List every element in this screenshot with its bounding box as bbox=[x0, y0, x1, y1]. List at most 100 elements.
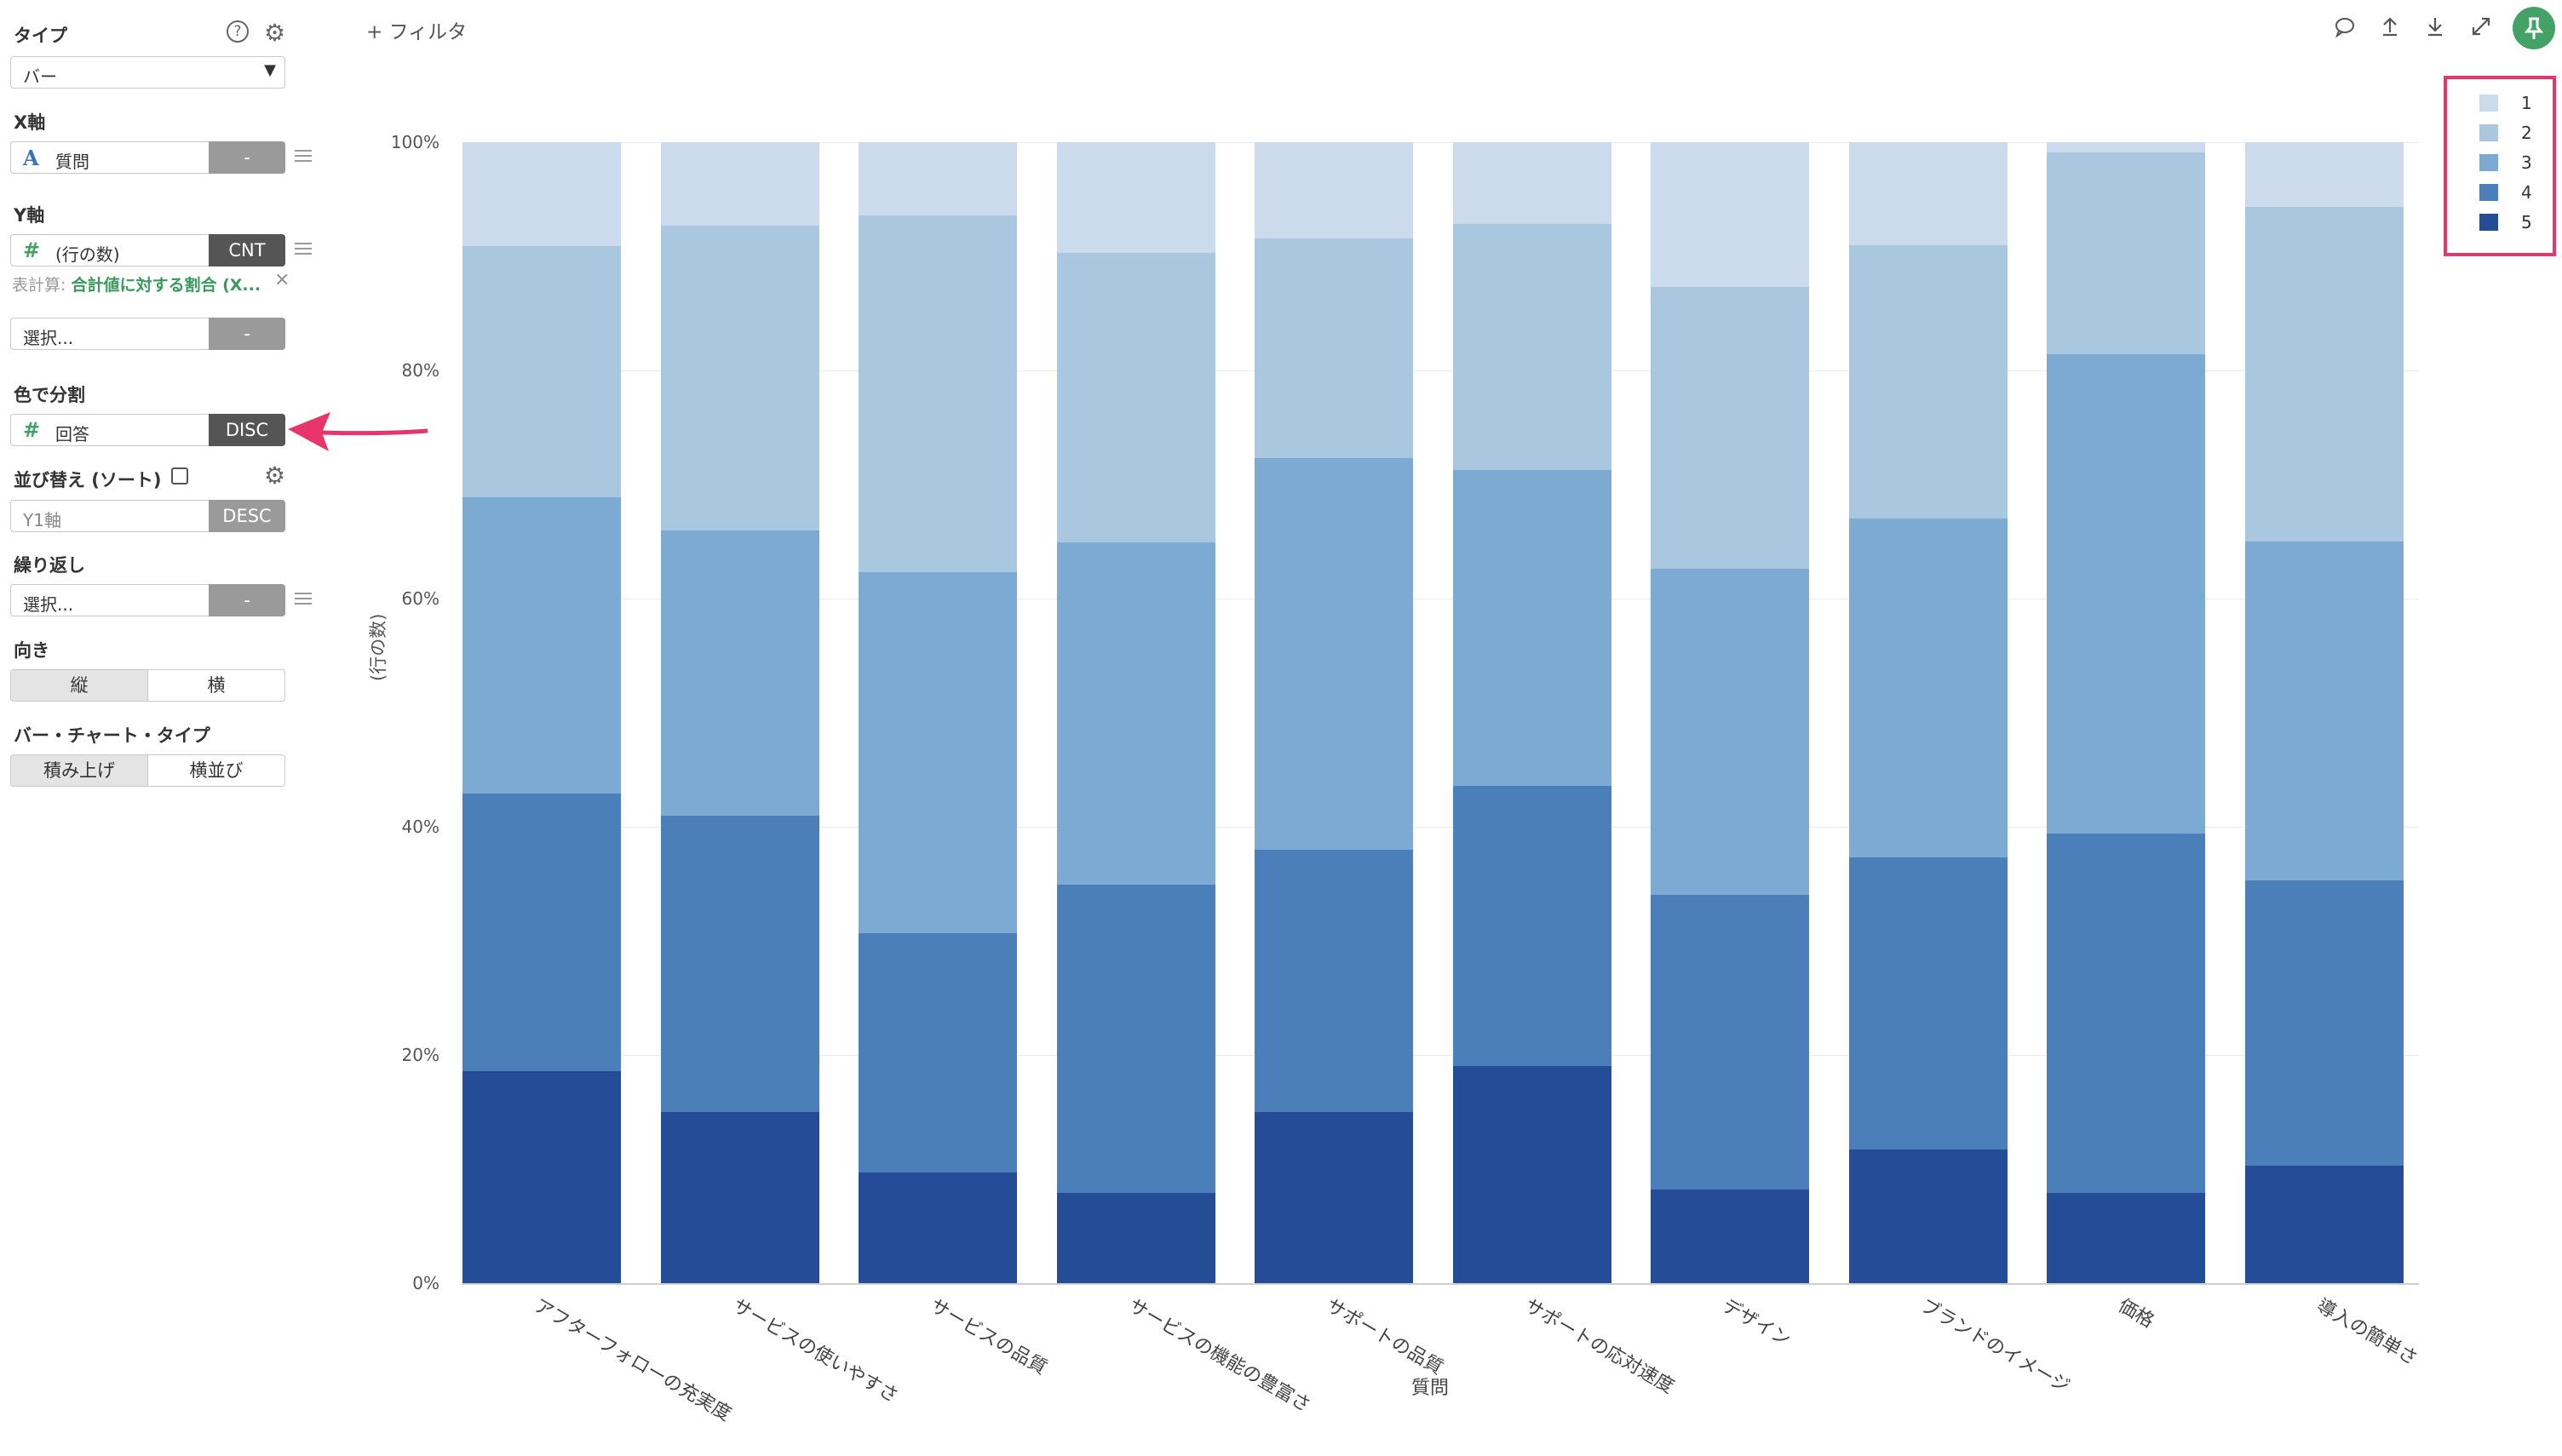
legend-label: 3 bbox=[2521, 152, 2532, 173]
bar-segment[interactable] bbox=[1452, 224, 1611, 470]
sort-direction-button[interactable]: DESC bbox=[209, 500, 285, 532]
x-axis-line bbox=[462, 1283, 2419, 1285]
sort-checkbox[interactable] bbox=[171, 467, 188, 484]
bar-segment[interactable] bbox=[2047, 142, 2205, 153]
y2-axis-agg-button[interactable]: - bbox=[209, 318, 285, 350]
bar-segment[interactable] bbox=[1452, 1066, 1611, 1283]
sort-gear-icon[interactable]: ⚙ bbox=[264, 461, 286, 490]
legend-label: 4 bbox=[2521, 182, 2532, 203]
bar-segment[interactable] bbox=[462, 142, 621, 246]
bar-segment[interactable] bbox=[1848, 519, 2008, 858]
bar-segment[interactable] bbox=[2047, 354, 2205, 834]
orientation-vertical[interactable]: 縦 bbox=[11, 670, 148, 701]
bar-segment[interactable] bbox=[660, 530, 819, 816]
orientation-label: 向き bbox=[14, 640, 49, 661]
expand-icon[interactable] bbox=[2470, 15, 2492, 43]
bar-segment[interactable] bbox=[1452, 142, 1611, 225]
bar-segment[interactable] bbox=[1056, 542, 1215, 886]
y-axis-field[interactable]: # (行の数) CNT bbox=[10, 234, 285, 267]
bar-segment[interactable] bbox=[660, 815, 819, 1112]
y2-axis-field[interactable]: 選択... - bbox=[10, 318, 285, 350]
bar-segment[interactable] bbox=[1848, 244, 2008, 519]
repeat-label: 繰り返し bbox=[14, 555, 85, 576]
bar-segment[interactable] bbox=[2047, 152, 2205, 355]
bar-segment[interactable] bbox=[1651, 142, 1809, 288]
upload-icon[interactable] bbox=[2379, 15, 2401, 43]
bar-segment[interactable] bbox=[1651, 1189, 1809, 1283]
bar-segment[interactable] bbox=[660, 142, 819, 226]
y-axis-menu-icon[interactable] bbox=[295, 243, 312, 256]
color-split-label: 色で分割 bbox=[14, 385, 85, 405]
bar-segment[interactable] bbox=[1255, 1112, 1413, 1283]
bar-segment[interactable] bbox=[2047, 834, 2205, 1194]
bar-segment[interactable] bbox=[1255, 458, 1413, 850]
bar-segment[interactable] bbox=[1848, 1149, 2008, 1283]
annotation-arrow-icon bbox=[288, 412, 428, 451]
remove-calc-icon[interactable]: × bbox=[274, 269, 290, 290]
table-calc-link[interactable]: 合計値に対する割合 (X... bbox=[71, 276, 261, 295]
x-axis-field[interactable]: A 質問 - bbox=[10, 141, 285, 174]
pin-icon[interactable] bbox=[2513, 7, 2555, 49]
bar-segment[interactable] bbox=[660, 1112, 819, 1283]
add-filter-button[interactable]: + フィルタ bbox=[366, 21, 468, 43]
bar-segment[interactable] bbox=[2244, 207, 2404, 542]
bar-segment[interactable] bbox=[462, 496, 621, 794]
legend-label: 5 bbox=[2521, 212, 2532, 232]
legend-highlight bbox=[2444, 76, 2556, 256]
orientation-horizontal[interactable]: 横 bbox=[207, 675, 226, 696]
bar-segment[interactable] bbox=[1056, 252, 1215, 543]
gear-icon[interactable]: ⚙ bbox=[264, 19, 286, 47]
x-axis-menu-icon[interactable] bbox=[295, 150, 312, 163]
bar-segment[interactable] bbox=[1056, 1193, 1215, 1283]
table-calc-info: 表計算: 合計値に対する割合 (X... bbox=[12, 272, 261, 295]
bar-segment[interactable] bbox=[1255, 849, 1413, 1112]
repeat-menu-icon[interactable] bbox=[295, 593, 312, 606]
sort-label: 並び替え (ソート) bbox=[14, 470, 162, 490]
bar-segment[interactable] bbox=[859, 1172, 1017, 1283]
bar-segment[interactable] bbox=[1255, 238, 1413, 459]
sort-field[interactable]: Y1軸 DESC bbox=[10, 500, 285, 532]
y-tick: 40% bbox=[401, 817, 439, 837]
bar-segment[interactable] bbox=[1452, 785, 1611, 1067]
legend-swatch bbox=[2479, 184, 2498, 201]
bar-segment[interactable] bbox=[2244, 542, 2404, 880]
bar-segment[interactable] bbox=[462, 245, 621, 497]
bar-segment[interactable] bbox=[1056, 885, 1215, 1194]
bar-segment[interactable] bbox=[462, 1070, 621, 1283]
bar-segment[interactable] bbox=[859, 215, 1017, 573]
help-icon[interactable]: ? bbox=[227, 20, 249, 43]
bar-segment[interactable] bbox=[1848, 857, 2008, 1150]
bar-segment[interactable] bbox=[1255, 142, 1413, 238]
bar-segment[interactable] bbox=[1848, 142, 2008, 245]
bar-type-side-by-side[interactable]: 横並び bbox=[189, 760, 244, 781]
bar-segment[interactable] bbox=[859, 932, 1017, 1172]
bar-segment[interactable] bbox=[1651, 569, 1809, 896]
bar-segment[interactable] bbox=[2047, 1193, 2205, 1283]
bar-segment[interactable] bbox=[2244, 880, 2404, 1166]
y-tick: 0% bbox=[412, 1273, 439, 1293]
bar-segment[interactable] bbox=[1452, 469, 1611, 786]
repeat-placeholder: 選択... bbox=[23, 594, 74, 615]
bar-segment[interactable] bbox=[1056, 142, 1215, 253]
bar-segment[interactable] bbox=[1651, 895, 1809, 1190]
comment-icon[interactable] bbox=[2334, 15, 2356, 43]
x-tick: サービスの機能の豊富さ bbox=[1124, 1295, 1314, 1417]
bar-type-stacked[interactable]: 積み上げ bbox=[11, 755, 148, 786]
bar-segment[interactable] bbox=[859, 142, 1017, 215]
color-split-disc-button[interactable]: DISC bbox=[209, 414, 285, 446]
type-select[interactable]: バー ▼ bbox=[10, 56, 285, 89]
repeat-field[interactable]: 選択... - bbox=[10, 584, 285, 616]
bar-segment[interactable] bbox=[1651, 287, 1809, 570]
bar-segment[interactable] bbox=[859, 572, 1017, 933]
y-axis-agg-button[interactable]: CNT bbox=[209, 234, 285, 267]
bar-segment[interactable] bbox=[2244, 1165, 2404, 1283]
x-axis-agg-button[interactable]: - bbox=[209, 141, 285, 174]
color-split-field[interactable]: # 回答 DISC bbox=[10, 414, 285, 446]
bar-segment[interactable] bbox=[660, 225, 819, 530]
bar-segment[interactable] bbox=[462, 794, 621, 1071]
download-icon[interactable] bbox=[2424, 15, 2446, 43]
number-type-icon: # bbox=[23, 418, 41, 442]
orientation-toggle: 縦 横 bbox=[10, 669, 285, 702]
repeat-agg-button[interactable]: - bbox=[209, 584, 285, 616]
bar-segment[interactable] bbox=[2244, 142, 2404, 208]
